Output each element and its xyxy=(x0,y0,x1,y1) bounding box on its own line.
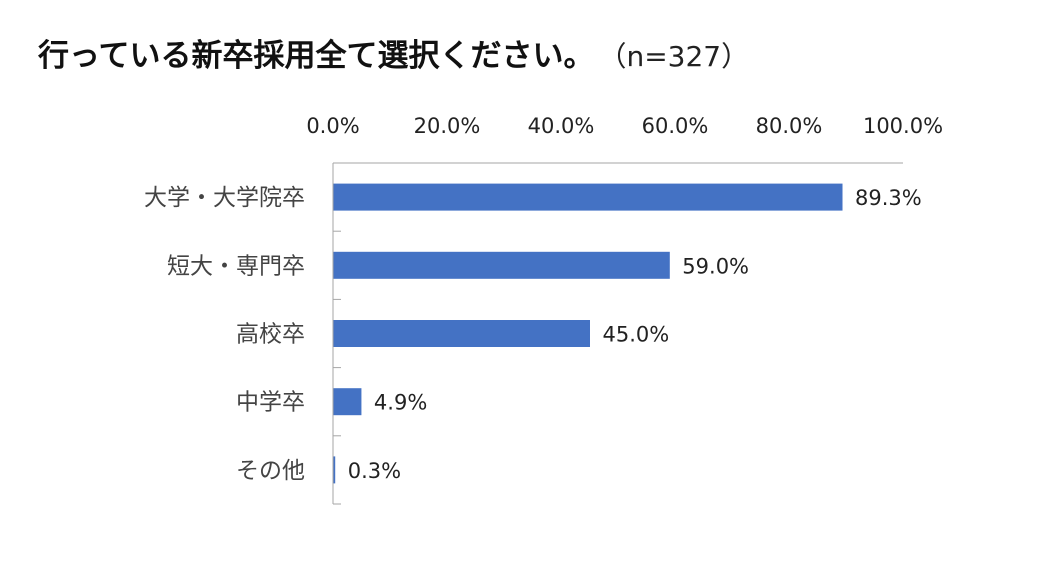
category-label: 高校卒 xyxy=(236,322,305,348)
x-tick-label: 40.0% xyxy=(528,114,595,138)
value-label: 89.3% xyxy=(855,186,922,210)
value-label: 45.0% xyxy=(603,323,670,347)
x-tick-labels: 0.0% 20.0% 40.0% 60.0% 80.0% 100.0% xyxy=(306,114,943,138)
category-label: 中学卒 xyxy=(236,390,305,416)
bar xyxy=(333,456,336,484)
x-tick-label: 20.0% xyxy=(414,114,481,138)
category-label: 短大・専門卒 xyxy=(167,253,305,279)
x-tick-label: 100.0% xyxy=(863,114,943,138)
value-label: 0.3% xyxy=(348,459,401,483)
value-label: 4.9% xyxy=(374,391,427,415)
chart-axes xyxy=(332,162,903,505)
value-labels: 89.3% 59.0% 45.0% 4.9% 0.3% xyxy=(348,186,922,483)
category-label: 大学・大学院卒 xyxy=(144,185,305,211)
bar xyxy=(333,183,843,211)
x-tick-label: 80.0% xyxy=(756,114,823,138)
chart-subtitle: （n=327） xyxy=(612,40,750,73)
value-label: 59.0% xyxy=(682,254,749,278)
bar xyxy=(333,320,590,347)
bar xyxy=(333,388,362,416)
chart-title-block: 行っている新卒採用全て選択ください。 （n=327） xyxy=(38,30,749,75)
bars xyxy=(333,183,843,484)
x-tick-label: 0.0% xyxy=(306,114,359,138)
chart-title: 行っている新卒採用全て選択ください。 xyxy=(38,38,595,74)
bar xyxy=(333,251,670,279)
x-tick-label: 60.0% xyxy=(642,114,709,138)
category-label: その他 xyxy=(236,458,305,484)
